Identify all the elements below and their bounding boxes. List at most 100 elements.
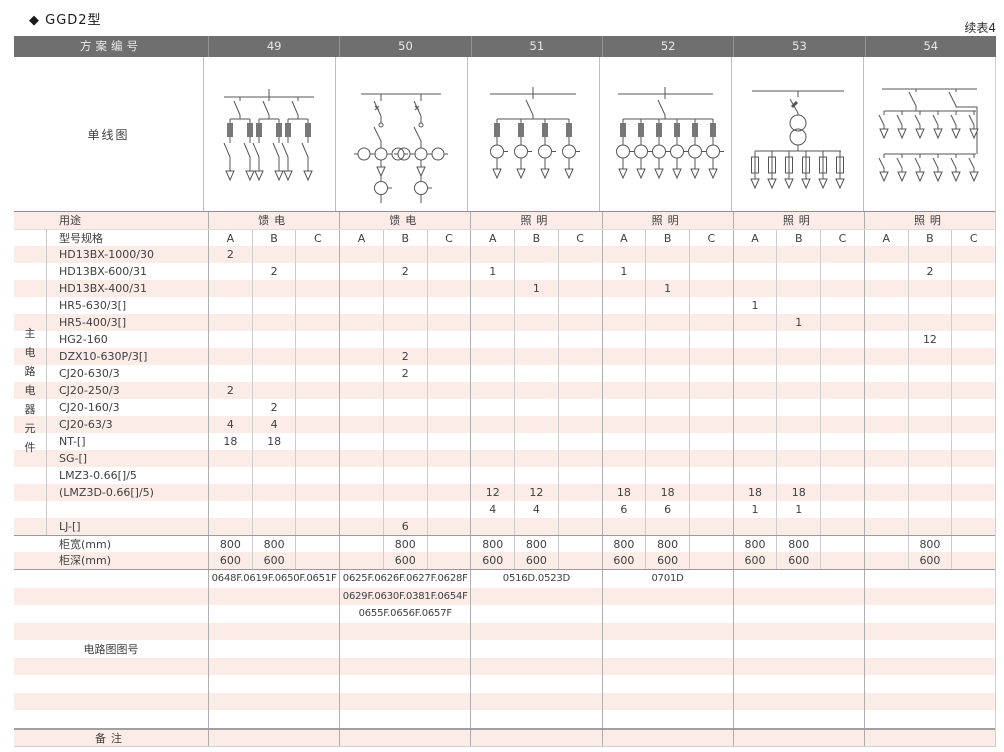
diagram-number-cell-52 bbox=[601, 587, 733, 605]
component-cells-54 bbox=[863, 314, 995, 331]
component-label: CJ20-250/3 bbox=[59, 384, 120, 397]
remark-row: 备注 bbox=[14, 727, 995, 746]
qty-cell bbox=[776, 280, 820, 297]
diagram-number-cell-49 bbox=[208, 640, 339, 658]
qty-cell bbox=[382, 450, 427, 467]
qty-cell bbox=[426, 399, 471, 416]
diagram-number-cell-49 bbox=[208, 622, 339, 640]
component-row: LMZ3-0.66[]/5 bbox=[14, 467, 995, 484]
qty-cell: 12 bbox=[485, 486, 500, 499]
component-cells-54 bbox=[863, 365, 995, 382]
qty-cell bbox=[209, 297, 252, 314]
component-cells-50: 2 bbox=[339, 348, 470, 365]
qty-cell bbox=[734, 467, 777, 484]
usage-value-50: 馈电 bbox=[339, 212, 470, 229]
qty-cell bbox=[557, 280, 602, 297]
qty-cell bbox=[734, 450, 777, 467]
qty-cell bbox=[557, 467, 602, 484]
qty-cell bbox=[295, 382, 339, 399]
qty-cell bbox=[557, 263, 602, 280]
qty-cell bbox=[514, 297, 558, 314]
qty-cell bbox=[734, 348, 777, 365]
component-label: HR5-400/3[] bbox=[59, 316, 127, 329]
qty-cell bbox=[471, 246, 514, 263]
component-cells-50 bbox=[339, 484, 470, 501]
qty-cell: 6 bbox=[645, 501, 689, 518]
qty-cell: 1 bbox=[645, 280, 689, 297]
component-label: CJ20-630/3 bbox=[59, 367, 120, 380]
diagram-number-stripe bbox=[14, 710, 995, 728]
qty-cell: 2 bbox=[226, 248, 234, 261]
diagram-number-cell-54 bbox=[863, 587, 995, 605]
diagram-number-cell-49: 0648F.0619F.0650F.0651F bbox=[208, 570, 339, 588]
qty-cell: 4 bbox=[489, 503, 497, 516]
continued-table-label: 续表4 bbox=[964, 21, 996, 35]
side-label-main-circuit-components: 主电路电器元件 bbox=[14, 246, 46, 535]
qty-cell bbox=[557, 297, 602, 314]
qty-cell bbox=[776, 246, 820, 263]
component-cells-52 bbox=[601, 399, 733, 416]
size-cell bbox=[820, 536, 864, 552]
qty-cell bbox=[426, 246, 471, 263]
diagram-number-cell-53 bbox=[732, 710, 864, 728]
diagram-number-cell-50 bbox=[339, 675, 470, 693]
diagram-number-cell-53 bbox=[732, 587, 864, 605]
qty-cell bbox=[865, 450, 908, 467]
cabinet-depth-row-cells-52: 600 600 bbox=[601, 552, 733, 569]
qty-cell bbox=[557, 484, 602, 501]
scheme-number-54: 54 bbox=[864, 36, 996, 57]
component-cells-53 bbox=[732, 280, 864, 297]
qty-cell bbox=[907, 416, 952, 433]
component-row: HD13BX-1000/30 2 bbox=[14, 246, 995, 263]
usage-value-54: 照明 bbox=[863, 212, 995, 229]
cabinet-width-row-cells-54: 800 bbox=[863, 536, 995, 552]
size-cell: 800 bbox=[613, 538, 635, 551]
side-label-divider bbox=[46, 229, 47, 535]
qty-cell bbox=[471, 280, 514, 297]
qty-cell bbox=[603, 314, 646, 331]
remark-cell-52 bbox=[601, 729, 733, 746]
component-cells-52 bbox=[601, 314, 733, 331]
qty-cell bbox=[340, 399, 383, 416]
size-cell: 600 bbox=[613, 554, 635, 567]
single-line-diagram-52 bbox=[599, 57, 731, 211]
component-label: HR5-630/3[] bbox=[59, 299, 127, 312]
component-cells-50 bbox=[339, 331, 470, 348]
qty-cell bbox=[820, 518, 864, 535]
qty-cell bbox=[295, 484, 339, 501]
component-cells-52 bbox=[601, 331, 733, 348]
qty-cell bbox=[557, 331, 602, 348]
qty-cell bbox=[514, 416, 558, 433]
usage-label: 用途 bbox=[59, 214, 81, 227]
qty-cell: 4 bbox=[251, 416, 296, 433]
cabinet-width-row-cells-49: 800 800 bbox=[208, 536, 339, 552]
diagram-number-cell-51 bbox=[470, 587, 601, 605]
qty-cell bbox=[426, 280, 471, 297]
component-row: HR5-630/3[] 1 bbox=[14, 297, 995, 314]
component-cells-50 bbox=[339, 280, 470, 297]
component-cells-50 bbox=[339, 467, 470, 484]
qty-cell bbox=[865, 399, 908, 416]
single-line-diagram-53 bbox=[731, 57, 863, 211]
subcol-header-C: C bbox=[688, 230, 733, 246]
qty-cell bbox=[557, 246, 602, 263]
qty-cell bbox=[865, 314, 908, 331]
qty-cell bbox=[295, 399, 339, 416]
qty-cell bbox=[645, 467, 689, 484]
component-cells-54: 12 bbox=[863, 331, 995, 348]
component-cells-54 bbox=[863, 518, 995, 535]
diagram-number-cell-49 bbox=[208, 657, 339, 675]
component-cells-49 bbox=[208, 518, 339, 535]
qty-cell bbox=[688, 416, 733, 433]
qty-cell bbox=[776, 416, 820, 433]
component-cells-53: 1 bbox=[732, 297, 864, 314]
subcol-header-C: C bbox=[951, 230, 995, 246]
diagram-number-stripe bbox=[14, 692, 995, 710]
qty-cell bbox=[865, 484, 908, 501]
component-cells-54 bbox=[863, 484, 995, 501]
usage-value-51: 照明 bbox=[470, 212, 601, 229]
scheme-header-row: 方案编号 49 50 51 52 53 54 bbox=[14, 36, 996, 57]
component-label: HD13BX-400/31 bbox=[59, 282, 147, 295]
qty-cell bbox=[865, 467, 908, 484]
